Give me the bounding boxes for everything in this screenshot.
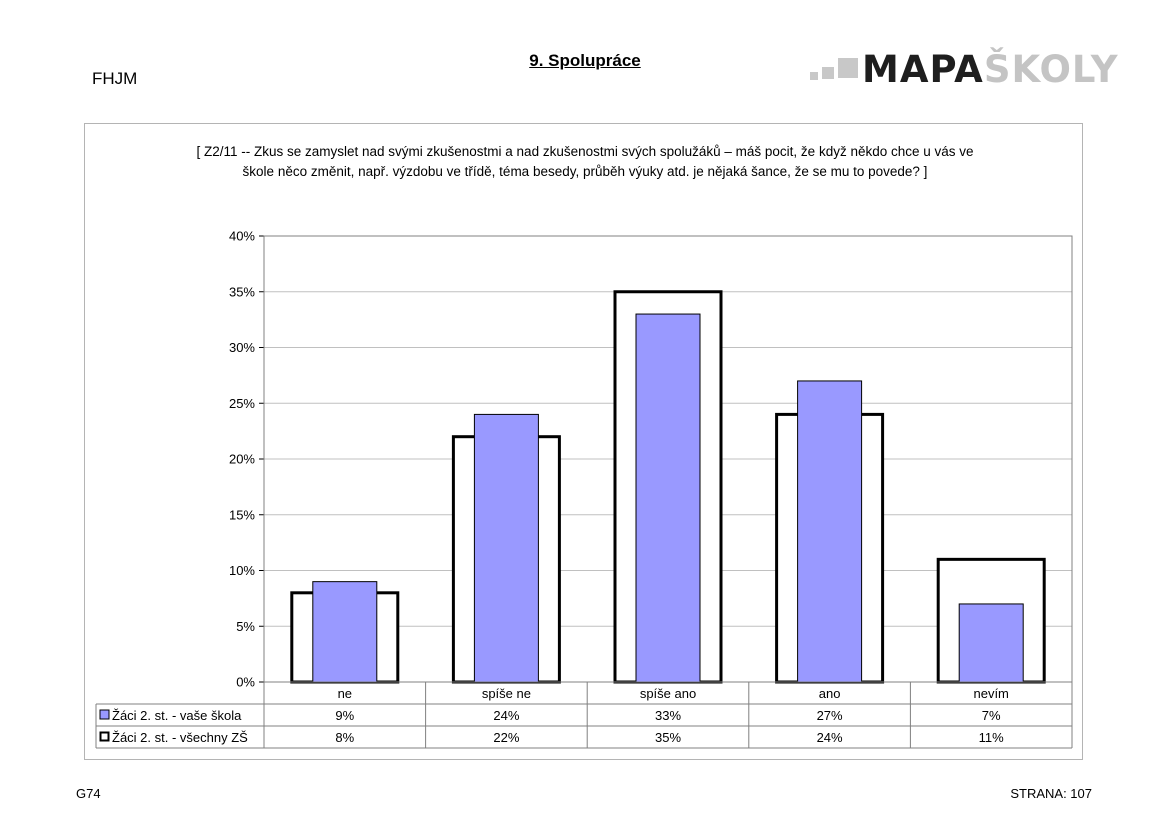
bar-your-school — [797, 380, 863, 683]
logo-square — [810, 72, 818, 80]
data-value-label: 9% — [335, 708, 354, 723]
y-tick-label: 35% — [229, 284, 255, 299]
bar-your-school — [473, 413, 539, 683]
x-category-label: nevím — [973, 686, 1008, 701]
data-value-label: 27% — [817, 708, 843, 723]
y-tick-label: 20% — [229, 452, 255, 467]
legend-swatch-all-schools — [99, 731, 110, 742]
page-title: 9. Spolupráce — [529, 51, 641, 70]
plot-area-border — [263, 235, 1073, 683]
logo-text: MAPAŠKOLY — [862, 48, 1119, 91]
data-value-label: 8% — [335, 730, 354, 745]
data-value-label: 35% — [655, 730, 681, 745]
data-value-label: 7% — [982, 708, 1001, 723]
legend-series-name: Žáci 2. st. - všechny ZŠ — [112, 730, 248, 745]
x-category-label: spíše ano — [640, 686, 696, 701]
y-tick-label: 30% — [229, 340, 255, 355]
bar-your-school — [958, 603, 1024, 683]
y-tick-label: 25% — [229, 396, 255, 411]
legend-series-name: Žáci 2. st. - vaše škola — [112, 708, 242, 723]
data-value-label: 33% — [655, 708, 681, 723]
chart-frame — [84, 123, 1083, 760]
x-category-label: ne — [338, 686, 352, 701]
mapa-skoly-logo: MAPAŠKOLY — [808, 50, 1118, 90]
bar-your-school — [312, 581, 378, 683]
y-tick-label: 40% — [229, 229, 255, 244]
logo-square — [838, 58, 858, 78]
data-value-label: 24% — [817, 730, 843, 745]
legend-swatch-your-school — [99, 709, 110, 720]
y-tick-label: 0% — [236, 675, 255, 690]
logo-square — [822, 67, 834, 79]
footer-code: G74 — [76, 786, 101, 801]
x-category-label: spíše ne — [482, 686, 531, 701]
x-category-label: ano — [819, 686, 841, 701]
school-code: FHJM — [92, 69, 138, 88]
y-tick-label: 15% — [229, 507, 255, 522]
bar-your-school — [635, 313, 701, 683]
y-tick-label: 10% — [229, 563, 255, 578]
chart-title: [ Z2/11 -- Zkus se zamyslet nad svými zk… — [196, 144, 974, 179]
data-value-label: 11% — [979, 730, 1004, 745]
data-value-label: 22% — [493, 730, 519, 745]
y-tick-label: 5% — [236, 619, 255, 634]
data-value-label: 24% — [493, 708, 519, 723]
page-number: STRANA: 107 — [1010, 786, 1092, 801]
